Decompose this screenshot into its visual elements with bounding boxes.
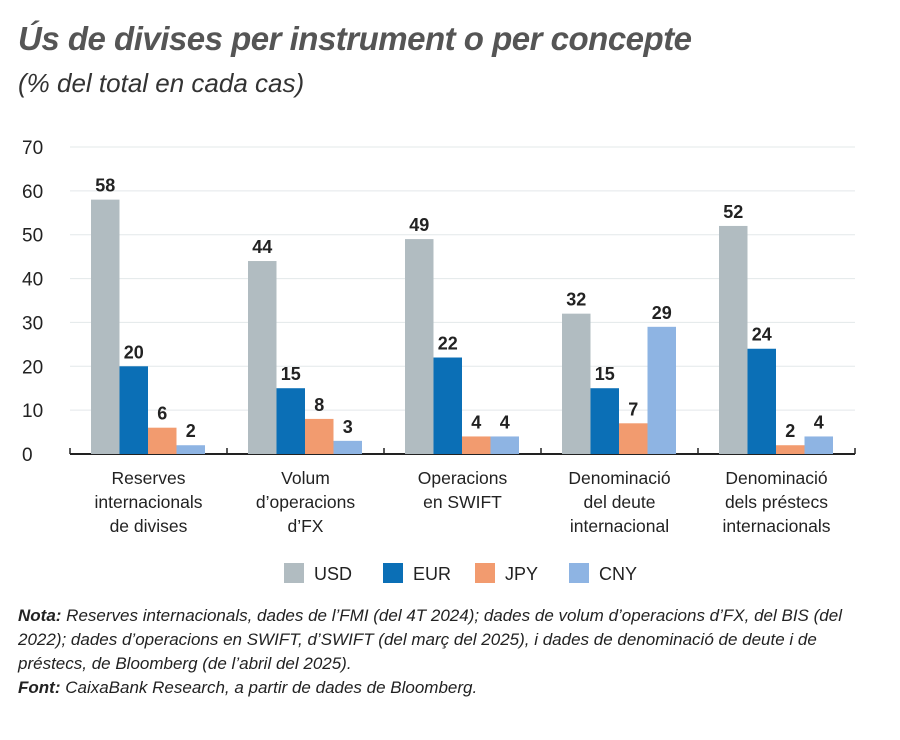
nota-label: Nota: — [18, 606, 62, 625]
bar-eur — [433, 357, 462, 454]
x-category-label: en SWIFT — [423, 492, 502, 512]
font-text: CaixaBank Research, a partir de dades de… — [60, 678, 478, 697]
data-label: 20 — [124, 342, 144, 362]
bar-cny — [804, 436, 833, 454]
data-label: 3 — [343, 417, 353, 437]
data-label: 44 — [252, 237, 272, 257]
data-label: 4 — [471, 412, 481, 432]
bar-chart: 010203040506070582062Reservesinternacion… — [22, 138, 856, 584]
bar-usd — [248, 261, 277, 454]
legend-label: EUR — [413, 564, 451, 584]
data-label: 4 — [814, 412, 824, 432]
x-category-label: Reserves — [112, 468, 186, 488]
data-label: 52 — [723, 202, 743, 222]
data-label: 29 — [652, 303, 672, 323]
y-tick-label: 30 — [22, 313, 43, 334]
data-label: 22 — [438, 334, 458, 354]
data-label: 4 — [500, 412, 510, 432]
x-category-label: dels préstecs — [725, 492, 828, 512]
data-label: 49 — [409, 215, 429, 235]
data-label: 15 — [281, 364, 301, 384]
x-category-label: internacionals — [95, 492, 203, 512]
data-label: 32 — [566, 290, 586, 310]
legend-swatch-eur — [383, 563, 403, 583]
bar-usd — [405, 239, 434, 454]
legend-swatch-usd — [284, 563, 304, 583]
bar-usd — [719, 225, 748, 454]
bar-eur — [119, 366, 148, 454]
legend-label: JPY — [505, 564, 538, 584]
bar-usd — [562, 313, 591, 454]
legend-label: CNY — [599, 564, 637, 584]
bar-cny — [176, 445, 205, 454]
bar-jpy — [619, 423, 648, 454]
bar-cny — [647, 326, 676, 454]
x-category-label: d’operacions — [256, 492, 355, 512]
chart-notes: Nota: Reserves internacionals, dades de … — [18, 604, 888, 700]
legend-label: USD — [314, 564, 352, 584]
font-label: Font: — [18, 678, 61, 697]
data-label: 2 — [186, 421, 196, 441]
data-label: 7 — [628, 399, 638, 419]
x-category-label: Denominació — [568, 468, 670, 488]
data-label: 24 — [752, 325, 772, 345]
bar-eur — [276, 388, 305, 454]
y-tick-label: 10 — [22, 401, 43, 422]
bar-jpy — [305, 418, 334, 454]
y-tick-label: 50 — [22, 226, 43, 247]
y-tick-label: 60 — [22, 182, 43, 203]
data-label: 15 — [595, 364, 615, 384]
bar-cny — [333, 440, 362, 454]
legend-swatch-cny — [569, 563, 589, 583]
data-label: 58 — [95, 176, 115, 196]
bar-jpy — [148, 427, 177, 454]
bar-cny — [490, 436, 519, 454]
bar-eur — [590, 388, 619, 454]
bar-eur — [747, 348, 776, 454]
bar-jpy — [776, 445, 805, 454]
data-label: 6 — [157, 404, 167, 424]
x-category-label: internacionals — [723, 516, 831, 536]
x-category-label: Denominació — [725, 468, 827, 488]
chart-title: Ús de divises per instrument o per conce… — [18, 20, 692, 57]
x-category-label: del deute — [583, 492, 655, 512]
data-label: 2 — [785, 421, 795, 441]
nota-text: Reserves internacionals, dades de l’FMI … — [18, 606, 842, 673]
y-tick-label: 70 — [22, 138, 43, 159]
legend-swatch-jpy — [475, 563, 495, 583]
chart-subtitle: (% del total en cada cas) — [18, 68, 305, 98]
bar-usd — [91, 199, 120, 454]
y-tick-label: 20 — [22, 357, 43, 378]
x-category-label: internacional — [570, 516, 669, 536]
x-category-label: de divises — [110, 516, 188, 536]
x-category-label: d’FX — [288, 516, 324, 536]
x-category-label: Operacions — [418, 468, 508, 488]
data-label: 8 — [314, 395, 324, 415]
bar-jpy — [462, 436, 491, 454]
y-tick-label: 40 — [22, 270, 43, 291]
y-tick-label: 0 — [22, 445, 33, 466]
x-category-label: Volum — [281, 468, 330, 488]
